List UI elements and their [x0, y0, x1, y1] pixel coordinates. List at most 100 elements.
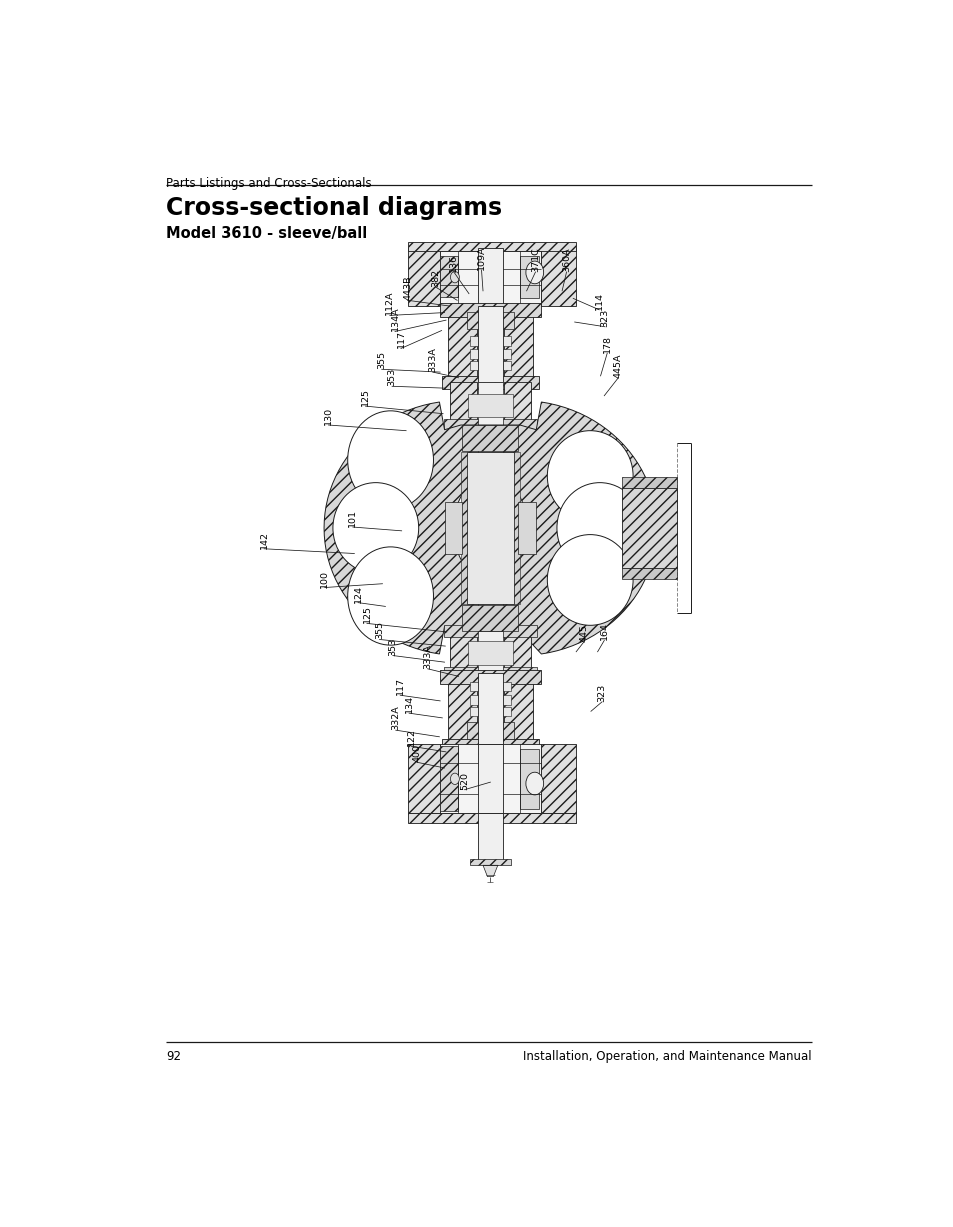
Polygon shape: [503, 306, 533, 382]
Ellipse shape: [453, 476, 527, 580]
Text: 100: 100: [320, 569, 329, 588]
Bar: [466, 312, 514, 329]
Text: 134A: 134A: [390, 307, 399, 331]
Text: 355: 355: [375, 621, 384, 639]
Text: 117: 117: [396, 330, 405, 348]
Bar: [469, 336, 511, 346]
Text: 445: 445: [578, 625, 587, 642]
Text: Parts Listings and Cross-Sectionals: Parts Listings and Cross-Sectionals: [166, 178, 371, 190]
Bar: [407, 242, 576, 252]
Ellipse shape: [347, 547, 433, 645]
Ellipse shape: [450, 773, 459, 784]
Text: 134: 134: [404, 694, 414, 713]
Bar: [439, 303, 540, 318]
Bar: [462, 425, 518, 452]
Bar: [621, 477, 677, 488]
Bar: [441, 375, 538, 389]
Bar: [477, 745, 502, 814]
Bar: [477, 425, 502, 631]
Bar: [477, 814, 502, 860]
Polygon shape: [540, 248, 576, 306]
Text: Installation, Operation, and Maintenance Manual: Installation, Operation, and Maintenance…: [523, 1050, 811, 1064]
Text: 130: 130: [324, 407, 333, 425]
Bar: [477, 306, 502, 382]
Text: 332A: 332A: [391, 706, 400, 730]
Bar: [466, 453, 514, 604]
Bar: [468, 642, 512, 665]
Text: 323: 323: [599, 308, 609, 326]
Text: 124: 124: [354, 584, 362, 602]
Polygon shape: [407, 745, 439, 814]
Text: 164: 164: [599, 622, 608, 640]
Text: 122: 122: [406, 729, 416, 746]
Text: 101: 101: [348, 509, 357, 528]
Text: 353: 353: [388, 637, 396, 655]
Text: 355: 355: [376, 351, 386, 369]
Polygon shape: [447, 672, 476, 745]
Text: 178: 178: [602, 335, 611, 353]
Bar: [469, 707, 511, 717]
Text: 109A: 109A: [476, 245, 485, 270]
Bar: [469, 361, 511, 371]
Text: 125: 125: [362, 605, 371, 623]
Bar: [519, 256, 538, 298]
Text: 112A: 112A: [385, 291, 394, 315]
Text: 92: 92: [166, 1050, 181, 1064]
Bar: [462, 605, 518, 631]
Text: 360A: 360A: [561, 248, 571, 272]
Ellipse shape: [557, 482, 642, 573]
Polygon shape: [447, 306, 476, 382]
Bar: [439, 252, 540, 306]
Text: 382: 382: [431, 269, 439, 287]
Polygon shape: [503, 631, 531, 672]
Bar: [439, 746, 457, 811]
Bar: [469, 696, 511, 704]
Ellipse shape: [547, 535, 633, 626]
Polygon shape: [503, 382, 531, 425]
Text: Model 3610 - sleeve/ball: Model 3610 - sleeve/ball: [166, 226, 367, 240]
Ellipse shape: [347, 411, 433, 509]
Bar: [477, 248, 502, 306]
Ellipse shape: [525, 772, 543, 795]
Bar: [477, 631, 502, 672]
Bar: [444, 502, 462, 555]
Text: 323: 323: [597, 683, 606, 702]
Text: Cross-sectional diagrams: Cross-sectional diagrams: [166, 196, 501, 221]
Polygon shape: [449, 382, 476, 425]
Bar: [477, 672, 502, 745]
Polygon shape: [324, 402, 656, 654]
Bar: [466, 721, 514, 739]
Text: 142: 142: [259, 531, 269, 548]
Text: 333A: 333A: [422, 644, 432, 669]
Ellipse shape: [450, 271, 459, 282]
Polygon shape: [407, 248, 439, 306]
Bar: [621, 568, 677, 579]
Bar: [477, 382, 502, 425]
Text: 443B: 443B: [403, 276, 412, 301]
Text: 333A: 333A: [428, 347, 436, 372]
Bar: [469, 682, 511, 692]
Bar: [518, 502, 536, 555]
Ellipse shape: [333, 482, 418, 573]
Bar: [443, 420, 537, 431]
Bar: [514, 453, 519, 604]
Bar: [469, 859, 511, 865]
Bar: [468, 394, 512, 417]
Bar: [439, 256, 457, 297]
Polygon shape: [482, 865, 497, 876]
Ellipse shape: [525, 261, 543, 283]
Bar: [443, 626, 537, 637]
Ellipse shape: [547, 431, 633, 521]
Bar: [460, 453, 466, 604]
Bar: [407, 814, 576, 823]
Bar: [439, 745, 540, 814]
Text: 125: 125: [360, 388, 370, 406]
Bar: [441, 739, 538, 752]
Bar: [439, 670, 540, 683]
Text: 400: 400: [413, 745, 421, 762]
Polygon shape: [449, 631, 476, 672]
Text: 520: 520: [459, 772, 469, 790]
Bar: [621, 488, 677, 568]
Bar: [519, 748, 538, 809]
Text: 136: 136: [449, 254, 457, 272]
